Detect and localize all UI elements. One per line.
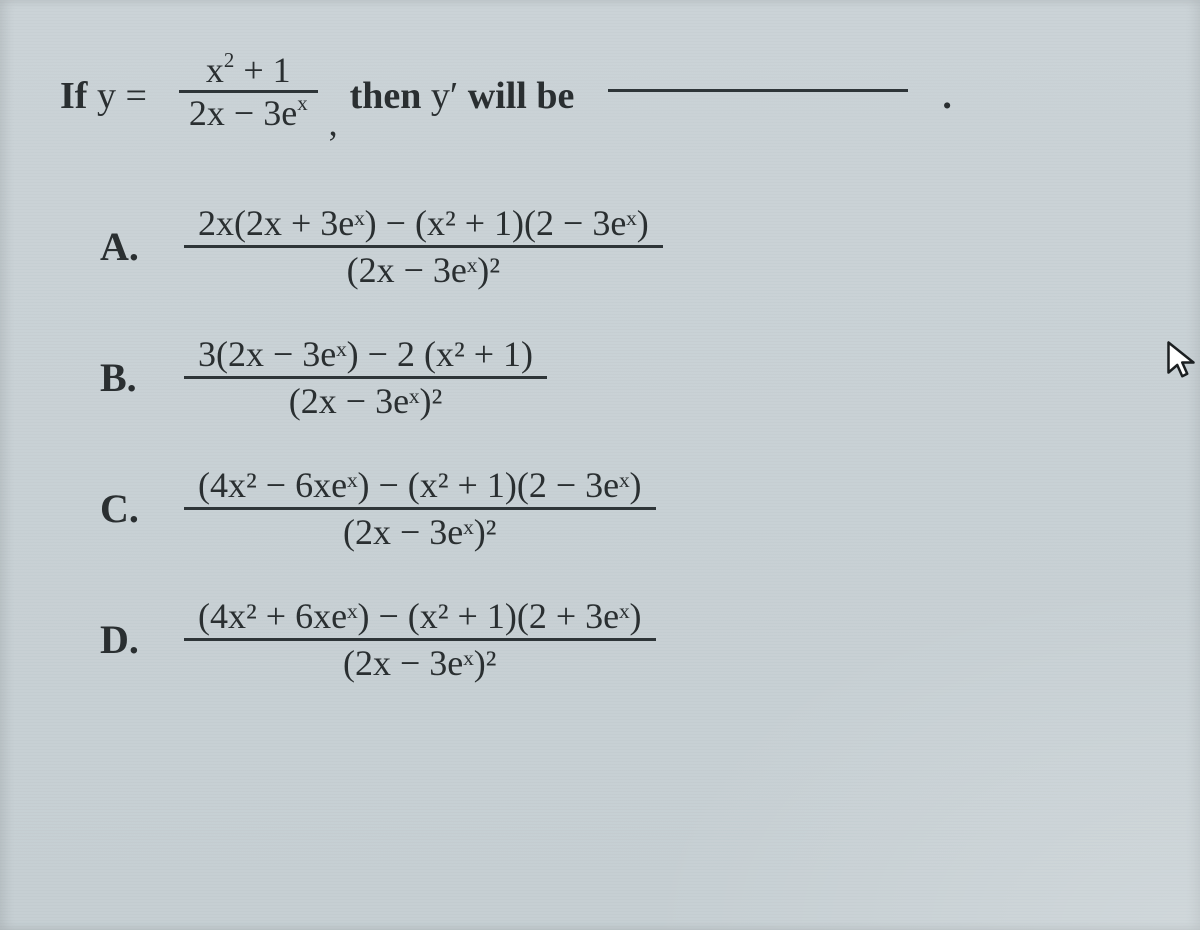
answer-blank[interactable] xyxy=(608,87,908,92)
option-d-fraction: (4x² + 6xeˣ) − (x² + 1)(2 + 3eˣ) (2x − 3… xyxy=(184,594,656,685)
stem-den-sup: x xyxy=(297,91,307,115)
stem-num-sup: 2 xyxy=(224,48,234,72)
will-be: will be xyxy=(458,75,574,117)
cursor-icon xyxy=(1166,340,1196,380)
stem-num-x: x xyxy=(206,50,224,90)
stem-num-tail: + 1 xyxy=(234,50,290,90)
stem-den-minus: − xyxy=(234,93,254,133)
if-text: If y = xyxy=(60,74,147,118)
option-a-numerator: 2x(2x + 3eˣ) − (x² + 1)(2 − 3eˣ) xyxy=(184,201,663,245)
option-d-denominator: (2x − 3eˣ)² xyxy=(329,641,510,685)
option-a[interactable]: A. 2x(2x + 3eˣ) − (x² + 1)(2 − 3eˣ) (2x … xyxy=(100,201,1160,292)
stem-den-a: 2x xyxy=(189,93,234,133)
option-d-letter: D. xyxy=(100,616,148,663)
then-word: then xyxy=(350,75,431,117)
option-a-fraction: 2x(2x + 3eˣ) − (x² + 1)(2 − 3eˣ) (2x − 3… xyxy=(184,201,663,292)
option-b-denominator: (2x − 3eˣ)² xyxy=(275,379,456,423)
stem-den-b: 3e xyxy=(254,93,297,133)
stem-fraction-numerator: x2 + 1 xyxy=(196,50,301,90)
stem-fraction: x2 + 1 2x − 3ex , xyxy=(179,50,318,141)
option-d-numerator: (4x² + 6xeˣ) − (x² + 1)(2 + 3eˣ) xyxy=(184,594,656,638)
stem-comma: , xyxy=(329,105,338,141)
option-b-fraction: 3(2x − 3eˣ) − 2 (x² + 1) (2x − 3eˣ)² xyxy=(184,332,547,423)
answer-options: A. 2x(2x + 3eˣ) − (x² + 1)(2 − 3eˣ) (2x … xyxy=(100,201,1160,685)
option-a-denominator: (2x − 3eˣ)² xyxy=(333,248,514,292)
y-equals: y = xyxy=(97,75,147,117)
option-c-numerator: (4x² − 6xeˣ) − (x² + 1)(2 − 3eˣ) xyxy=(184,463,656,507)
option-c-fraction: (4x² − 6xeˣ) − (x² + 1)(2 − 3eˣ) (2x − 3… xyxy=(184,463,656,554)
option-d[interactable]: D. (4x² + 6xeˣ) − (x² + 1)(2 + 3eˣ) (2x … xyxy=(100,594,1160,685)
question-stem: If y = x2 + 1 2x − 3ex , then y′ will be… xyxy=(60,50,1160,141)
stem-fraction-denominator: 2x − 3ex xyxy=(179,93,318,133)
option-b-numerator: 3(2x − 3eˣ) − 2 (x² + 1) xyxy=(184,332,547,376)
y-prime: y′ xyxy=(431,75,458,117)
then-phrase: then y′ will be xyxy=(350,74,575,118)
option-c-letter: C. xyxy=(100,485,148,532)
option-b-letter: B. xyxy=(100,354,148,401)
option-c[interactable]: C. (4x² − 6xeˣ) − (x² + 1)(2 − 3eˣ) (2x … xyxy=(100,463,1160,554)
option-a-letter: A. xyxy=(100,223,148,270)
stem-period: . xyxy=(942,74,952,118)
option-b[interactable]: B. 3(2x − 3eˣ) − 2 (x² + 1) (2x − 3eˣ)² xyxy=(100,332,1160,423)
if-word: If xyxy=(60,75,97,117)
question-page: If y = x2 + 1 2x − 3ex , then y′ will be… xyxy=(0,0,1200,930)
option-c-denominator: (2x − 3eˣ)² xyxy=(329,510,510,554)
